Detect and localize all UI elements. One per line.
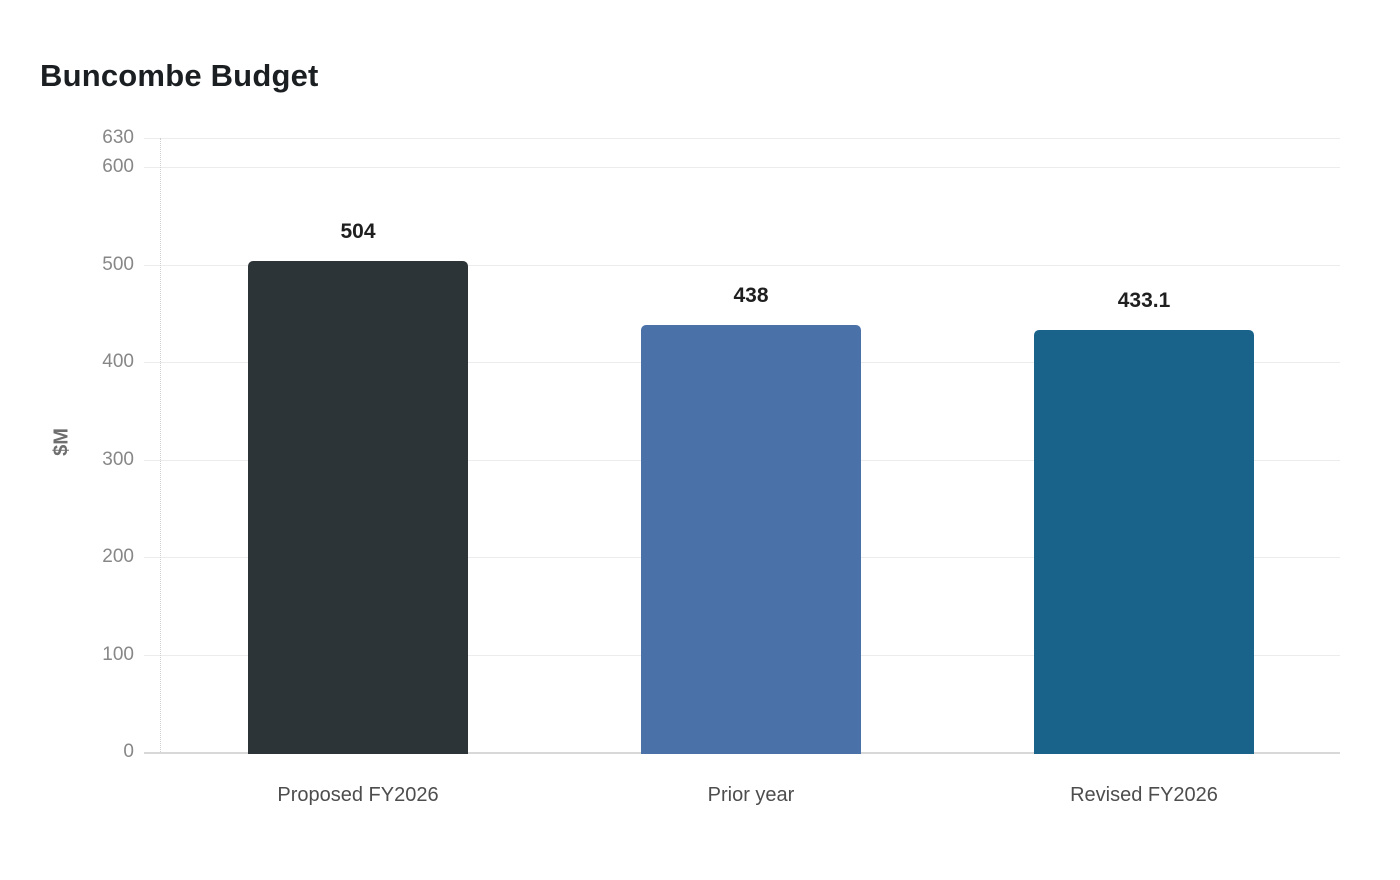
gridline <box>144 167 1340 168</box>
bar-value-label: 438 <box>733 284 769 307</box>
y-tick-label: 400 <box>102 351 134 372</box>
y-tick-label: 100 <box>102 644 134 665</box>
x-tick-label-proposed-fy2026: Proposed FY2026 <box>277 784 439 806</box>
x-tick-label-revised-fy2026: Revised FY2026 <box>1070 784 1218 806</box>
y-tick-label: 200 <box>102 546 134 567</box>
bar-proposed-fy2026[interactable] <box>248 261 468 754</box>
y-tick-label: 600 <box>102 156 134 177</box>
bar-prior-year[interactable] <box>641 325 861 754</box>
bar-value-label: 504 <box>340 220 376 243</box>
y-axis-line <box>160 138 161 752</box>
y-tick-label: 300 <box>102 449 134 470</box>
x-tick-label-prior-year: Prior year <box>707 784 795 806</box>
y-tick-label: 630 <box>102 127 134 148</box>
bar-value-label: 433.1 <box>1117 289 1171 312</box>
y-tick-label: 500 <box>102 254 134 275</box>
gridline <box>144 265 1340 266</box>
chart-title: Buncombe Budget <box>40 58 319 93</box>
y-tick-label: 0 <box>123 741 134 762</box>
bar-revised-fy2026[interactable] <box>1034 330 1254 754</box>
gridline <box>144 138 1340 139</box>
